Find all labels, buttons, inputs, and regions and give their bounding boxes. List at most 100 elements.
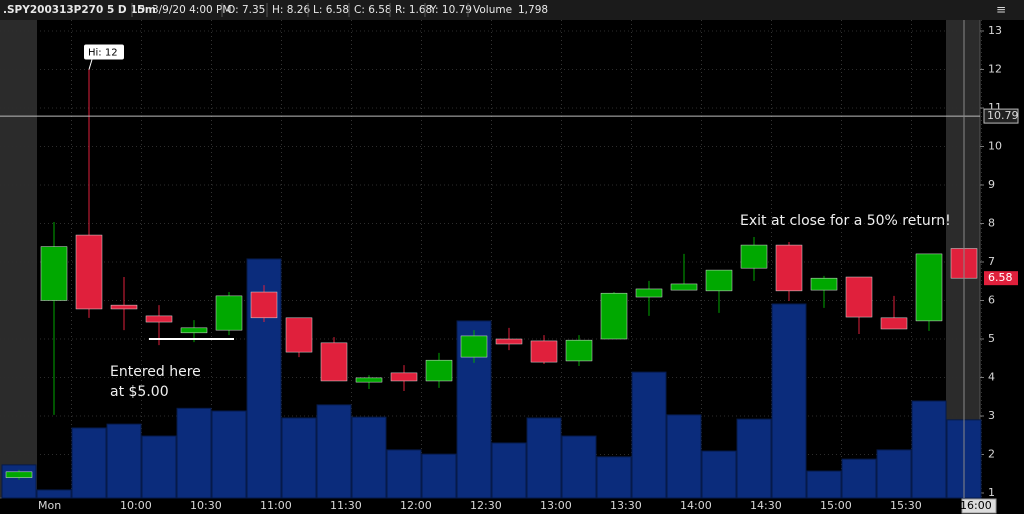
candle-body (670, 283, 698, 291)
x-tick-label: 15:30 (890, 499, 922, 512)
volume-bar (666, 414, 702, 499)
candle-body (775, 244, 803, 292)
candle-body (180, 327, 208, 334)
candle-body (460, 335, 488, 358)
x-tick-label: 13:30 (610, 499, 642, 512)
candle-body (285, 317, 313, 353)
high-annotation: Hi: 12 (88, 48, 118, 59)
volume-bar (36, 489, 72, 499)
x-tick-label: 11:30 (330, 499, 362, 512)
header-field: O: 7.35 (227, 4, 265, 16)
y-tick-label: 13 (988, 24, 1002, 37)
candle-body (75, 234, 103, 310)
volume-bar (1, 464, 37, 499)
volume-bar (771, 303, 807, 499)
menu-icon[interactable]: ≡ (996, 3, 1006, 17)
header-bar (0, 0, 1024, 20)
candle-body (530, 340, 558, 363)
header-field: H: 8.26 (272, 4, 310, 16)
candle-body (425, 359, 453, 382)
volume-bar (176, 407, 212, 499)
x-tick-label: 15:00 (820, 499, 852, 512)
volume-bar (596, 456, 632, 499)
last-price-label: 6.58 (988, 271, 1013, 284)
volume-bar (141, 435, 177, 499)
reference-label: 10.79 (987, 109, 1019, 122)
candle-body (40, 246, 68, 301)
volume-bar (386, 449, 422, 499)
volume-bar (491, 442, 527, 499)
x-tick-label: Mon (38, 499, 61, 512)
header-field: R: 1.68 (395, 4, 432, 16)
header-field: .SPY200313P270 5 D 15m (3, 4, 156, 16)
header-field: 1,798 (518, 4, 548, 16)
volume-bar (351, 416, 387, 499)
candle-body (845, 276, 873, 318)
high-annotation-pointer (88, 59, 93, 70)
y-tick-label: 9 (988, 178, 995, 191)
y-tick-label: 6 (988, 294, 995, 307)
candle-body (600, 292, 628, 340)
candle-body (740, 244, 768, 269)
x-tick-label: 12:30 (470, 499, 502, 512)
volume-bar (211, 410, 247, 499)
y-tick-label: 10 (988, 140, 1002, 153)
y-tick-label: 12 (988, 63, 1002, 76)
x-tick-label: 12:00 (400, 499, 432, 512)
volume-bar (561, 435, 597, 499)
candle-body (5, 471, 33, 478)
volume-bar (876, 449, 912, 499)
y-tick-label: 7 (988, 255, 995, 268)
volume-bar (281, 417, 317, 499)
volume-bar (316, 404, 352, 499)
volume-bar (631, 371, 667, 499)
x-tick-label: 10:30 (190, 499, 222, 512)
volume-bar (841, 458, 877, 499)
y-tick-label: 2 (988, 448, 995, 461)
candle-body (705, 269, 733, 292)
x-tick-label: 10:00 (120, 499, 152, 512)
entry-annotation: at $5.00 (110, 384, 169, 400)
candle-body (495, 338, 523, 345)
x-tick-label: 16:00 (960, 499, 992, 512)
volume-bar (736, 418, 772, 499)
volume-bar (421, 453, 457, 499)
x-tick-label: 14:30 (750, 499, 782, 512)
header-field: L: 6.58 (313, 4, 349, 16)
volume-bar (106, 423, 142, 499)
y-tick-label: 5 (988, 332, 995, 345)
header-field: Volume (473, 4, 512, 16)
high-annotation-box (84, 44, 124, 60)
header-field: C: 6.58 (354, 4, 392, 16)
candle-body (915, 253, 943, 322)
candle-body (215, 295, 243, 331)
candle-body (390, 372, 418, 382)
volume-bar (806, 470, 842, 499)
volume-bar (526, 417, 562, 499)
time-label-box (961, 498, 997, 514)
candle-body (145, 315, 173, 323)
candle-body (110, 304, 138, 310)
header-field: D: 3/9/20 4:00 PM (137, 4, 231, 16)
candle-body (880, 317, 908, 330)
extended-hours-shade (0, 20, 37, 498)
volume-bar (911, 400, 947, 499)
last-price-box (984, 271, 1018, 286)
y-tick-label: 4 (988, 371, 995, 384)
volume-bar (71, 427, 107, 499)
x-tick-label: 11:00 (260, 499, 292, 512)
y-tick-label: 3 (988, 409, 995, 422)
candle-body (635, 288, 663, 298)
candle-body (355, 377, 383, 383)
x-tick-label: 13:00 (540, 499, 572, 512)
candle-body (565, 339, 593, 362)
volume-bar (701, 450, 737, 499)
reference-label-box (983, 108, 1019, 124)
header-field: Y: 10.79 (429, 4, 472, 16)
x-tick-label: 14:00 (680, 499, 712, 512)
candle-body (320, 342, 348, 382)
candle-body (250, 291, 278, 319)
